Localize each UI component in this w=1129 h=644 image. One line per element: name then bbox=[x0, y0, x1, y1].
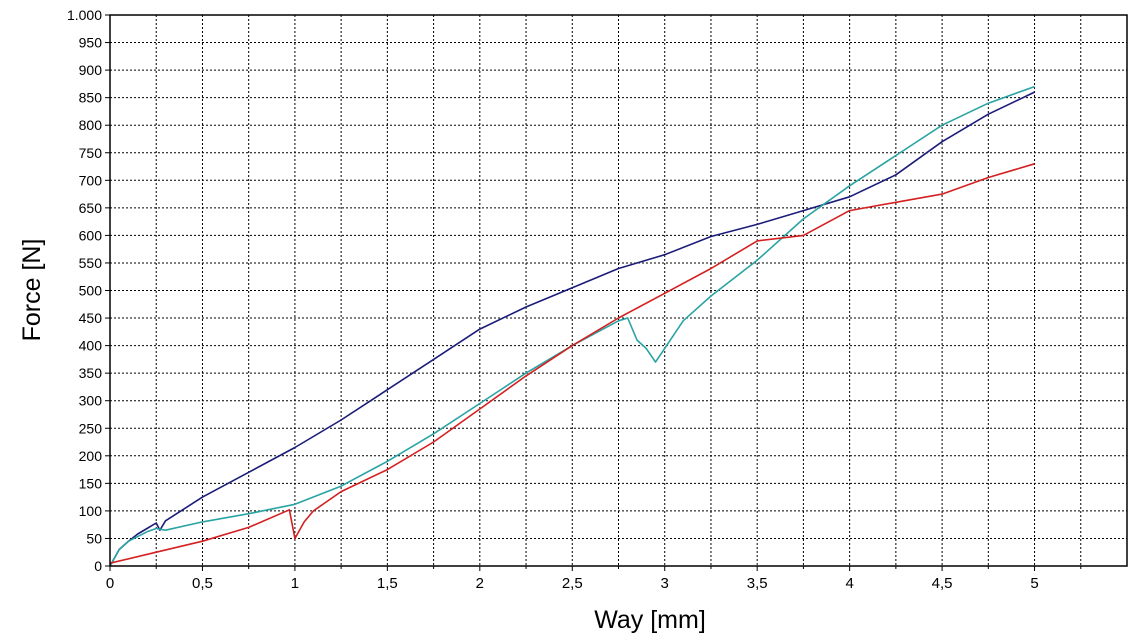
y-tick-label: 350 bbox=[79, 365, 103, 381]
x-tick-label: 3 bbox=[661, 575, 669, 592]
y-tick-label: 500 bbox=[79, 283, 103, 299]
y-tick-label: 0 bbox=[94, 558, 102, 574]
y-tick-label: 50 bbox=[86, 530, 102, 546]
x-tick-label: 5 bbox=[1030, 575, 1038, 592]
x-tick-label: 3,5 bbox=[747, 575, 768, 592]
x-tick-label: 4,5 bbox=[932, 575, 953, 592]
x-tick-label: 4 bbox=[845, 575, 853, 592]
y-tick-label: 400 bbox=[79, 338, 103, 354]
grid bbox=[110, 15, 1127, 566]
y-tick-label: 850 bbox=[79, 90, 103, 106]
y-tick-label: 800 bbox=[79, 117, 103, 133]
series-line-1 bbox=[109, 91, 1035, 567]
x-tick-label: 1 bbox=[291, 575, 299, 592]
y-tick-label: 600 bbox=[79, 227, 103, 243]
x-axis-label: Way [mm] bbox=[594, 606, 706, 634]
y-tick-label: 250 bbox=[79, 420, 103, 436]
y-tick-label: 100 bbox=[79, 503, 103, 519]
y-tick-label: 550 bbox=[79, 255, 103, 271]
x-tick-label: 0,5 bbox=[192, 575, 213, 592]
x-tick-label: 2,5 bbox=[562, 575, 583, 592]
series-line-2 bbox=[109, 85, 1035, 567]
y-tick-label: 650 bbox=[79, 200, 103, 216]
y-tick-label: 1.000 bbox=[67, 7, 102, 23]
y-tick-label: 900 bbox=[79, 62, 103, 78]
y-tick-label: 450 bbox=[79, 310, 103, 326]
y-tick-label: 950 bbox=[79, 35, 103, 51]
y-tick-label: 150 bbox=[79, 475, 103, 491]
x-tick-label: 0 bbox=[106, 575, 114, 592]
y-axis-label: Force [N] bbox=[18, 239, 46, 342]
y-tick-label: 300 bbox=[79, 393, 103, 409]
ticks: 0 0,5 1 1,5 2 2,5 3 3,5 4 4,5 50501001502002503003… bbox=[67, 7, 1082, 592]
y-tick-label: 750 bbox=[79, 145, 103, 161]
y-tick-label: 700 bbox=[79, 172, 103, 188]
x-tick-label: 2 bbox=[476, 575, 484, 592]
series-layer bbox=[109, 85, 1035, 567]
series-line-3 bbox=[109, 163, 1035, 564]
x-tick-label: 1,5 bbox=[377, 575, 398, 592]
y-tick-label: 200 bbox=[79, 448, 103, 464]
